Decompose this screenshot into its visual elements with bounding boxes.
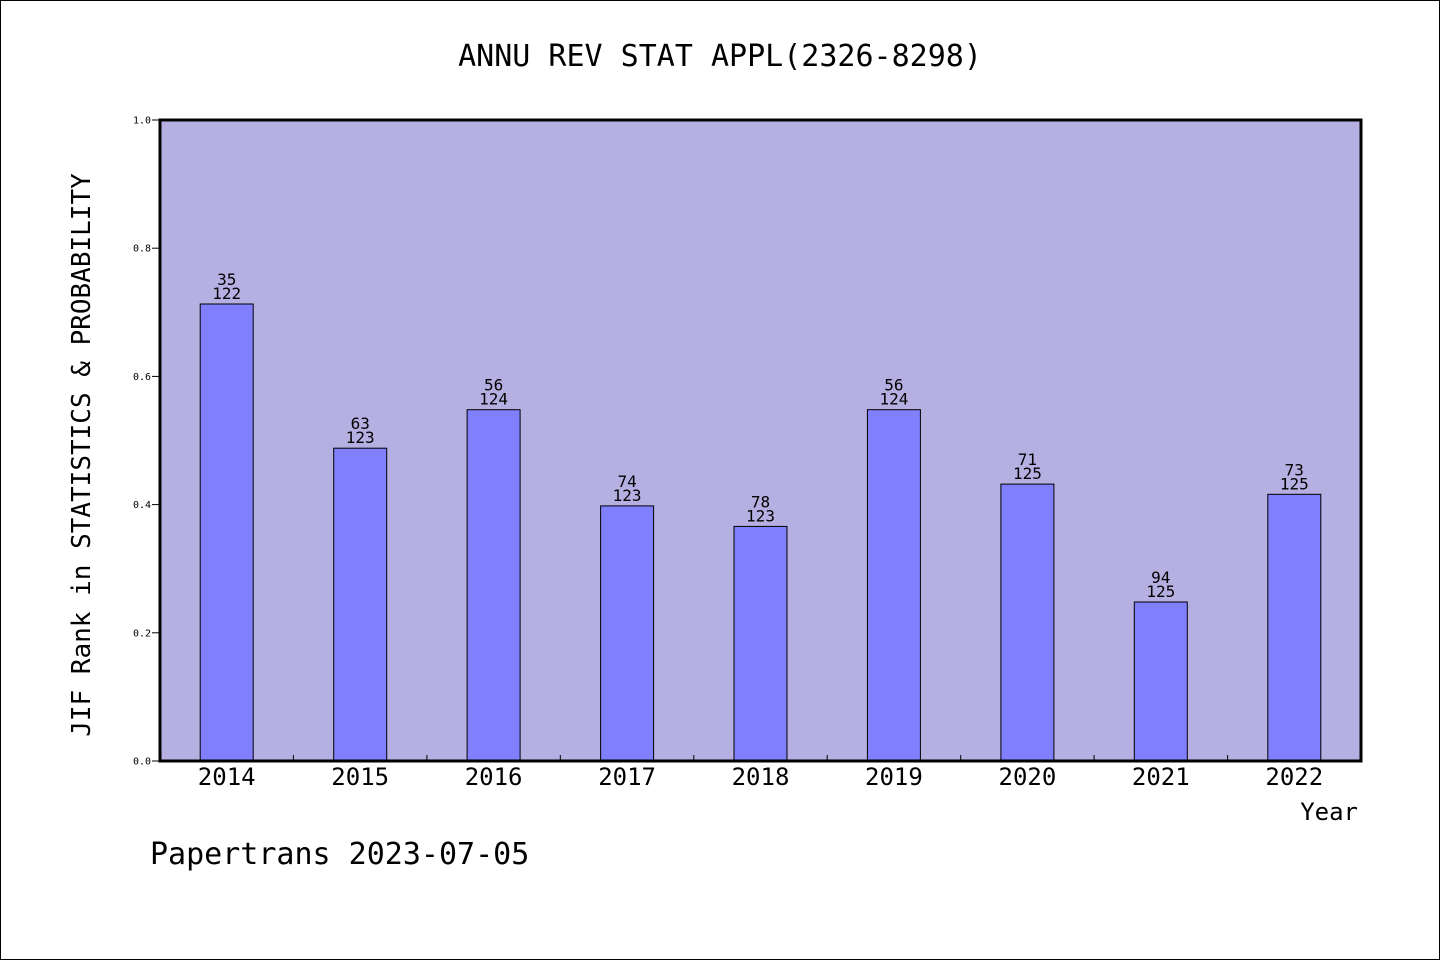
bar-total-label: 124 bbox=[879, 390, 908, 409]
plot-border bbox=[158, 118, 1363, 763]
bars-group bbox=[199, 303, 1322, 762]
bar-2014 bbox=[199, 303, 254, 762]
bar-rank-label: 94 bbox=[1151, 568, 1170, 587]
x-tick-label: 2020 bbox=[999, 763, 1057, 791]
x-tick-label: 2016 bbox=[465, 763, 523, 791]
x-tick-label: 2014 bbox=[198, 763, 256, 791]
y-tick-label: 0.6 bbox=[133, 372, 151, 383]
bar-2019 bbox=[866, 409, 921, 762]
y-tick-label: 0.0 bbox=[133, 757, 151, 768]
footer-credit: Papertrans 2023-07-05 bbox=[150, 837, 529, 872]
bar-2017 bbox=[600, 505, 655, 762]
bar-total-label: 123 bbox=[613, 486, 642, 505]
bar-rank-label: 56 bbox=[884, 376, 903, 395]
y-tick-label: 0.4 bbox=[133, 500, 151, 511]
bar-total-label: 125 bbox=[1280, 474, 1309, 493]
y-tick-label: 1.0 bbox=[133, 116, 151, 127]
bar-rank-label: 71 bbox=[1018, 450, 1037, 469]
bar-total-label: 124 bbox=[479, 390, 508, 409]
bar-rank-label: 78 bbox=[751, 492, 770, 511]
x-tick-label: 2017 bbox=[598, 763, 656, 791]
bar-2022 bbox=[1267, 493, 1322, 762]
x-tick-label: 2021 bbox=[1132, 763, 1190, 791]
bar-total-label: 122 bbox=[212, 284, 241, 303]
chart-title: ANNU REV STAT APPL(2326-8298) bbox=[458, 39, 982, 74]
bar-rank-label: 35 bbox=[217, 270, 236, 289]
y-axis-label: JIF Rank in STATISTICS & PROBABILITY bbox=[67, 173, 97, 737]
bar-rank-label: 63 bbox=[351, 414, 370, 433]
bar-rank-label: 73 bbox=[1285, 460, 1304, 479]
x-tick-label: 2022 bbox=[1265, 763, 1323, 791]
bar-2018 bbox=[733, 525, 788, 762]
bar-total-label: 123 bbox=[346, 428, 375, 447]
bar-2020 bbox=[1000, 483, 1055, 762]
x-axis-label: Year bbox=[1300, 798, 1358, 826]
bar-rank-label: 74 bbox=[617, 472, 636, 491]
y-ticks-group: 0.0 0.2 0.4 0.6 0.8 1.0 bbox=[133, 116, 160, 768]
bar-total-label: 123 bbox=[746, 506, 775, 525]
y-tick-label: 0.2 bbox=[133, 628, 151, 639]
bar-total-label: 125 bbox=[1146, 582, 1175, 601]
bar-2015 bbox=[333, 447, 388, 762]
y-tick-label: 0.8 bbox=[133, 244, 151, 255]
bar-2021 bbox=[1133, 601, 1188, 762]
bar-total-label: 125 bbox=[1013, 464, 1042, 483]
x-tick-label: 2015 bbox=[331, 763, 389, 791]
x-ticks-group: 2014 2015 2016 2017 2018 2019 2020 2021 2022 bbox=[198, 755, 1323, 791]
bar-rank-label: 56 bbox=[484, 376, 503, 395]
x-tick-label: 2019 bbox=[865, 763, 923, 791]
bar-2016 bbox=[466, 409, 521, 762]
x-tick-label: 2018 bbox=[732, 763, 790, 791]
